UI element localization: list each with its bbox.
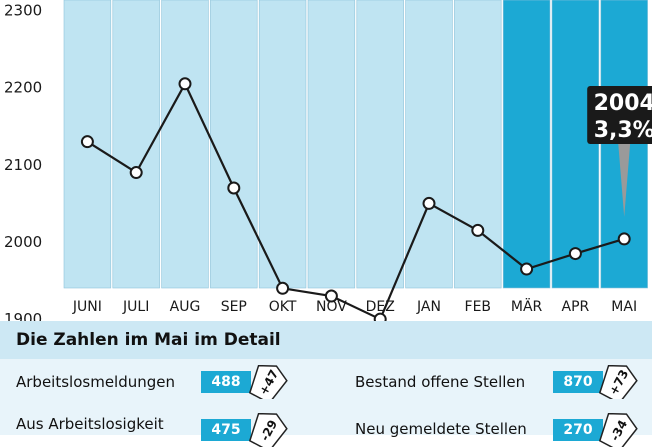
callout-box	[587, 86, 652, 144]
column-nov	[307, 0, 356, 289]
x-tick-label: NOV	[316, 299, 347, 315]
x-tick-label: FEB	[465, 299, 492, 315]
x-tick-label: OKT	[269, 299, 297, 315]
data-point-okt	[276, 281, 290, 295]
data-point-apr	[568, 247, 582, 261]
column-dez	[356, 0, 404, 289]
column-sep	[210, 0, 258, 289]
y-axis-ticks: 1900200021002200230024002500260027002800…	[4, 1, 42, 321]
data-point-jan	[422, 196, 436, 210]
y-tick-label: 2100	[4, 156, 42, 174]
callout-year: 2004	[594, 91, 652, 116]
data-markers	[80, 77, 631, 321]
callout-pointer	[618, 143, 631, 217]
series-line	[86, 81, 625, 321]
y-tick-label: 2200	[4, 79, 42, 97]
row-label-arbeitslosmeldungen: Arbeitslosmeldungen	[16, 373, 176, 391]
column-mär	[502, 0, 551, 289]
detail-header: Die Zahlen im Mai im Detail	[0, 321, 652, 359]
column-okt	[258, 0, 307, 289]
x-tick-label: MÄR	[511, 297, 543, 315]
column-feb	[454, 0, 502, 289]
x-tick-label: APR	[562, 299, 590, 315]
value-box-aus-arbeitslosigkeit: 475	[201, 419, 251, 441]
callout-percent: 3,3%	[594, 118, 652, 143]
x-tick-label: JULI	[122, 299, 149, 315]
month-columns	[63, 0, 648, 289]
detail-title: Die Zahlen im Mai im Detail	[16, 330, 281, 350]
x-tick-label: JUNI	[72, 299, 102, 315]
detail-panel: Die Zahlen im Mai im Detail Arbeitslosme…	[0, 321, 652, 447]
x-tick-label: DEZ	[366, 299, 395, 315]
value-box-neu-gemeldete-stellen: 270	[553, 419, 603, 441]
row-label-neu-gemeldete-stellen: Neu gemeldete Stellen	[355, 420, 527, 438]
row-label-bestand-offene-stellen: Bestand offene Stellen	[355, 373, 526, 391]
data-point-sep	[227, 181, 241, 195]
line-chart: 1900200021002200230024002500260027002800…	[4, 0, 652, 321]
data-point-juni	[80, 135, 94, 149]
x-tick-label: JAN	[416, 299, 441, 315]
x-tick-label: AUG	[170, 299, 201, 315]
delta-arrow-arbeitslosmeldungen: +47	[248, 365, 288, 399]
delta-arrow-aus-arbeitslosigkeit: -29	[248, 413, 288, 447]
value-box-bestand-offene-stellen: 870	[553, 371, 603, 393]
callout-mai: 2004 3,3%	[587, 86, 652, 217]
x-tick-label: SEP	[221, 299, 247, 315]
y-tick-label: 2000	[4, 233, 42, 251]
value-box-arbeitslosmeldungen: 488	[201, 371, 251, 393]
row-label-aus-arbeitslosigkeit: Aus Arbeitslosigkeit	[16, 415, 164, 433]
y-tick-label: 2300	[4, 1, 42, 19]
x-tick-label: MAI	[611, 299, 637, 315]
data-point-nov	[324, 289, 338, 303]
y-tick-label: 1900	[4, 310, 42, 321]
column-aug	[161, 0, 209, 289]
data-point-juli	[129, 166, 143, 180]
data-point-aug	[178, 77, 192, 91]
delta-arrow-bestand-offene-stellen: +73	[598, 365, 638, 399]
data-point-mai	[617, 232, 631, 246]
delta-arrow-neu-gemeldete-stellen: -34	[598, 413, 638, 447]
data-point-feb	[471, 223, 485, 237]
data-point-dez	[373, 312, 387, 321]
data-point-mär	[520, 262, 534, 276]
x-axis-ticks: JUNI JULI AUG SEP OKT NOV DEZ JAN FEB MÄR APR MAI	[72, 297, 637, 315]
